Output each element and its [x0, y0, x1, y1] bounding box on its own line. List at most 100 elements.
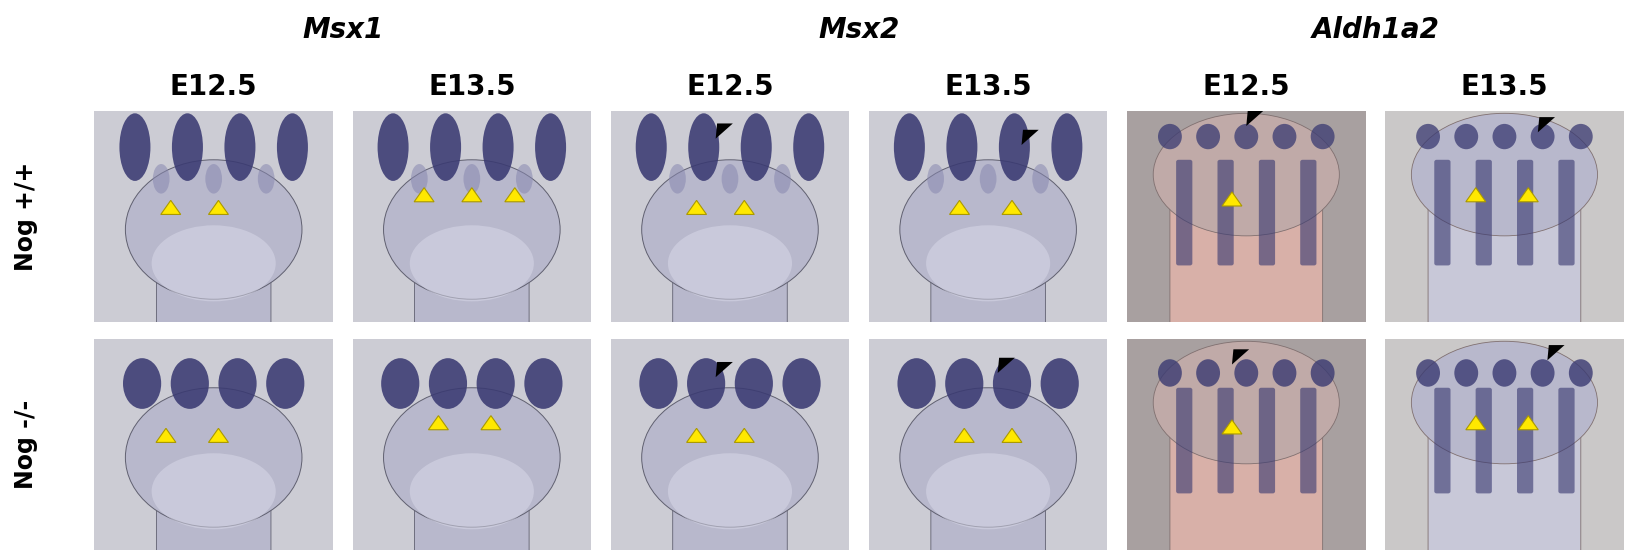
Ellipse shape	[277, 113, 308, 181]
Ellipse shape	[1158, 359, 1181, 387]
Ellipse shape	[1196, 124, 1220, 149]
FancyBboxPatch shape	[156, 251, 272, 331]
Ellipse shape	[430, 358, 467, 409]
FancyBboxPatch shape	[1259, 388, 1276, 493]
FancyBboxPatch shape	[1170, 198, 1323, 331]
Ellipse shape	[218, 358, 257, 409]
Ellipse shape	[641, 388, 818, 527]
Ellipse shape	[898, 358, 936, 409]
Polygon shape	[1538, 117, 1555, 132]
Ellipse shape	[687, 358, 726, 409]
Polygon shape	[716, 362, 732, 377]
Text: E12.5: E12.5	[1202, 73, 1290, 101]
Polygon shape	[208, 428, 228, 443]
Ellipse shape	[516, 164, 532, 193]
Ellipse shape	[1154, 113, 1339, 236]
Ellipse shape	[119, 113, 150, 181]
FancyBboxPatch shape	[1385, 339, 1624, 550]
Ellipse shape	[1235, 124, 1258, 149]
FancyBboxPatch shape	[1516, 388, 1533, 493]
Ellipse shape	[636, 113, 667, 181]
Ellipse shape	[1568, 124, 1593, 149]
FancyBboxPatch shape	[1385, 111, 1624, 322]
FancyBboxPatch shape	[156, 479, 272, 556]
FancyBboxPatch shape	[415, 479, 529, 556]
FancyBboxPatch shape	[1128, 111, 1365, 322]
Ellipse shape	[927, 164, 944, 193]
FancyBboxPatch shape	[1176, 160, 1193, 265]
Ellipse shape	[483, 113, 514, 181]
Ellipse shape	[267, 358, 304, 409]
Ellipse shape	[1311, 359, 1334, 387]
Ellipse shape	[688, 113, 719, 181]
Ellipse shape	[1531, 359, 1554, 387]
Ellipse shape	[1411, 113, 1598, 236]
Ellipse shape	[151, 453, 275, 529]
Ellipse shape	[774, 164, 791, 193]
Ellipse shape	[979, 164, 996, 193]
Ellipse shape	[1455, 124, 1479, 149]
FancyBboxPatch shape	[610, 111, 849, 322]
Polygon shape	[955, 428, 975, 443]
Ellipse shape	[377, 113, 408, 181]
Polygon shape	[997, 358, 1015, 373]
Ellipse shape	[1032, 164, 1049, 193]
Ellipse shape	[381, 358, 420, 409]
FancyBboxPatch shape	[1128, 339, 1365, 550]
Polygon shape	[687, 200, 706, 215]
Polygon shape	[1222, 192, 1241, 206]
FancyBboxPatch shape	[869, 111, 1108, 322]
FancyBboxPatch shape	[1429, 198, 1581, 331]
Ellipse shape	[722, 164, 739, 193]
Ellipse shape	[1492, 124, 1516, 149]
Text: E13.5: E13.5	[944, 73, 1032, 101]
Polygon shape	[1002, 200, 1022, 215]
Polygon shape	[1518, 188, 1538, 202]
Ellipse shape	[172, 113, 203, 181]
Ellipse shape	[384, 388, 560, 527]
Ellipse shape	[999, 113, 1030, 181]
Ellipse shape	[535, 113, 566, 181]
Ellipse shape	[947, 113, 978, 181]
Ellipse shape	[669, 453, 792, 529]
Polygon shape	[950, 200, 970, 215]
Ellipse shape	[1041, 358, 1079, 409]
Text: Nog -/-: Nog -/-	[15, 400, 37, 489]
Text: Nog +/+: Nog +/+	[15, 162, 37, 271]
FancyBboxPatch shape	[415, 251, 529, 331]
Text: E13.5: E13.5	[1461, 73, 1549, 101]
Polygon shape	[716, 123, 732, 138]
FancyBboxPatch shape	[869, 339, 1108, 550]
FancyBboxPatch shape	[1435, 160, 1451, 265]
FancyBboxPatch shape	[672, 251, 787, 331]
Ellipse shape	[1492, 359, 1516, 387]
Ellipse shape	[900, 388, 1077, 527]
Ellipse shape	[412, 164, 428, 193]
Ellipse shape	[945, 358, 983, 409]
Ellipse shape	[257, 164, 275, 193]
Polygon shape	[1547, 345, 1565, 360]
FancyBboxPatch shape	[353, 111, 591, 322]
Polygon shape	[415, 188, 434, 202]
Text: E13.5: E13.5	[428, 73, 516, 101]
Polygon shape	[1466, 188, 1485, 202]
Ellipse shape	[1311, 124, 1334, 149]
Ellipse shape	[669, 225, 792, 301]
FancyBboxPatch shape	[931, 251, 1046, 331]
Ellipse shape	[1415, 359, 1440, 387]
Polygon shape	[1518, 416, 1538, 430]
FancyBboxPatch shape	[1429, 426, 1581, 556]
Ellipse shape	[464, 164, 480, 193]
Ellipse shape	[1415, 124, 1440, 149]
FancyBboxPatch shape	[672, 479, 787, 556]
Ellipse shape	[153, 164, 169, 193]
Ellipse shape	[1455, 359, 1479, 387]
Ellipse shape	[900, 160, 1077, 299]
Polygon shape	[462, 188, 482, 202]
Ellipse shape	[410, 453, 534, 529]
FancyBboxPatch shape	[1300, 160, 1316, 265]
Ellipse shape	[783, 358, 820, 409]
FancyBboxPatch shape	[353, 339, 591, 550]
FancyBboxPatch shape	[610, 339, 849, 550]
Ellipse shape	[926, 225, 1049, 301]
